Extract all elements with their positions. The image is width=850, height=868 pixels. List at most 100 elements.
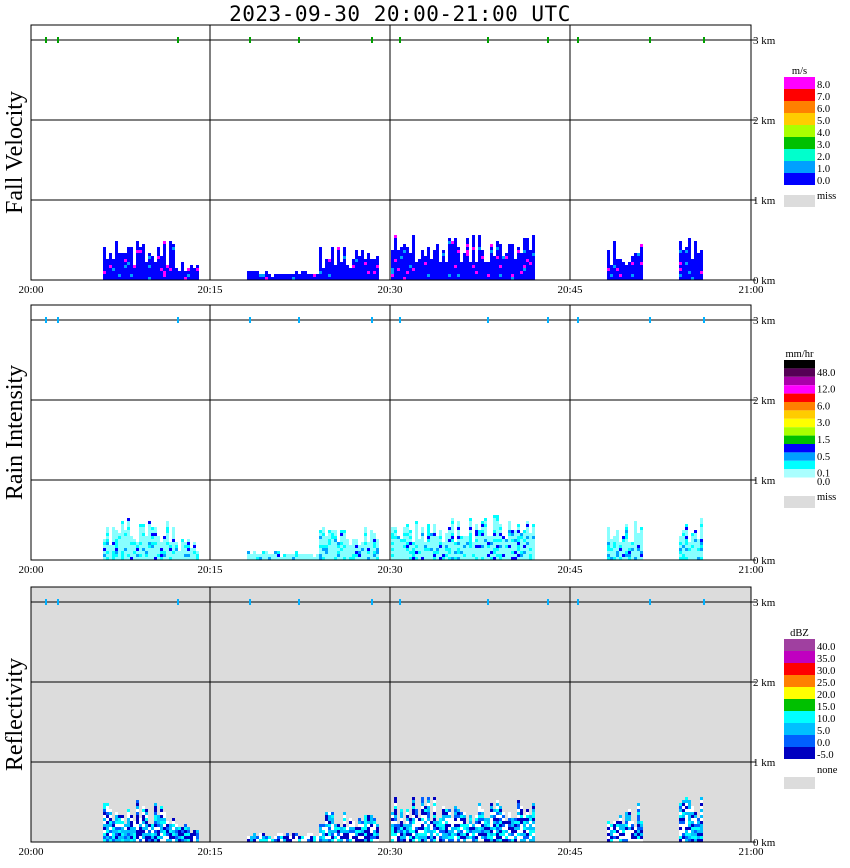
echo-cell <box>151 545 154 548</box>
echo-cell <box>106 274 109 277</box>
echo-cell <box>181 265 184 268</box>
echo-cell <box>679 818 682 821</box>
echo-cell <box>331 250 334 253</box>
colorbar-swatch <box>784 368 815 377</box>
echo-cell <box>145 542 148 545</box>
echo-cell <box>505 830 508 833</box>
echo-cell <box>346 827 349 830</box>
echo-cell <box>412 271 415 274</box>
echo-cell <box>178 551 181 554</box>
echo-cell <box>151 271 154 274</box>
echo-cell <box>451 821 454 824</box>
echo-cell <box>427 262 430 265</box>
echo-cell <box>493 545 496 548</box>
echo-cell <box>691 274 694 277</box>
echo-cell <box>118 542 121 545</box>
echo-cell <box>505 265 508 268</box>
echo-cell <box>622 557 625 560</box>
echo-cell <box>625 527 628 530</box>
echo-cell <box>364 262 367 265</box>
echo-cell <box>484 530 487 533</box>
echo-cell <box>472 238 475 241</box>
echo-cell <box>184 554 187 557</box>
echo-cell <box>265 274 268 277</box>
echo-cell <box>115 827 118 830</box>
echo-cell <box>607 836 610 839</box>
echo-cell <box>154 265 157 268</box>
echo-cell <box>412 235 415 238</box>
echo-cell <box>529 824 532 827</box>
echo-cell <box>505 542 508 545</box>
echo-cell <box>532 557 535 560</box>
y-tick-label: 1 km <box>753 195 776 207</box>
echo-cell <box>694 265 697 268</box>
echo-cell <box>607 545 610 548</box>
echo-cell <box>142 554 145 557</box>
echo-cell <box>166 277 169 280</box>
echo-cell <box>355 554 358 557</box>
echo-cell <box>472 262 475 265</box>
echo-cell <box>505 262 508 265</box>
echo-cell <box>517 250 520 253</box>
echo-cell <box>406 250 409 253</box>
echo-cell <box>394 548 397 551</box>
echo-cell <box>421 806 424 809</box>
echo-cell <box>139 527 142 530</box>
echo-cell <box>154 839 157 842</box>
echo-cell <box>124 548 127 551</box>
echo-cell <box>682 539 685 542</box>
echo-cell <box>679 803 682 806</box>
echo-cell <box>334 836 337 839</box>
echo-cell <box>136 833 139 836</box>
echo-cell <box>325 839 328 842</box>
echo-cell <box>112 265 115 268</box>
echo-cell <box>391 551 394 554</box>
echo-cell <box>340 274 343 277</box>
echo-cell <box>124 557 127 560</box>
plot-frame <box>30 304 752 561</box>
echo-cell <box>454 821 457 824</box>
echo-cell <box>463 827 466 830</box>
echo-cell <box>184 830 187 833</box>
echo-cell <box>361 265 364 268</box>
echo-cell <box>340 830 343 833</box>
chart-title: 2023-09-30 20:00-21:00 UTC <box>229 2 571 26</box>
echo-cell <box>142 551 145 554</box>
echo-cell <box>469 524 472 527</box>
echo-cell <box>172 821 175 824</box>
echo-cell <box>391 536 394 539</box>
echo-cell <box>364 815 367 818</box>
echo-cell <box>631 256 634 259</box>
echo-cell <box>121 271 124 274</box>
echo-cell <box>193 836 196 839</box>
echo-cell <box>442 545 445 548</box>
echo-cell <box>163 548 166 551</box>
echo-cell <box>328 557 331 560</box>
echo-cell <box>334 536 337 539</box>
echo-cell <box>625 536 628 539</box>
echo-cell <box>634 827 637 830</box>
echo-cell <box>343 250 346 253</box>
echo-cell <box>169 836 172 839</box>
echo-cell <box>481 539 484 542</box>
echo-cell <box>634 542 637 545</box>
echo-cell <box>400 545 403 548</box>
echo-cell <box>274 836 277 839</box>
echo-cell <box>184 277 187 280</box>
echo-cell <box>421 554 424 557</box>
echo-cell <box>130 554 133 557</box>
echo-cell <box>688 812 691 815</box>
echo-cell <box>481 536 484 539</box>
echo-cell <box>511 836 514 839</box>
echo-cell <box>427 827 430 830</box>
echo-cell <box>421 836 424 839</box>
echo-cell <box>442 268 445 271</box>
echo-cell <box>328 542 331 545</box>
echo-cell <box>685 830 688 833</box>
echo-cell <box>532 815 535 818</box>
echo-cell <box>631 265 634 268</box>
echo-cell <box>484 836 487 839</box>
echo-cell <box>628 262 631 265</box>
echo-cell <box>466 839 469 842</box>
echo-cell <box>511 253 514 256</box>
